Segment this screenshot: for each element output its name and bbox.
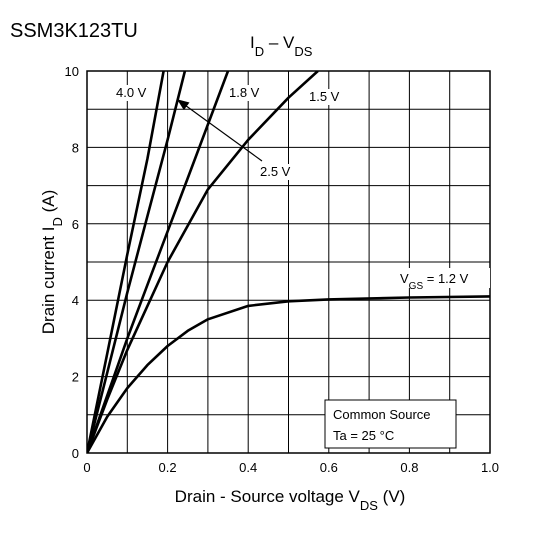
plot-frame <box>86 70 491 454</box>
label-part: (A) <box>39 190 58 217</box>
y-tick-label: 2 <box>72 370 79 385</box>
note: Ta = 25 °C <box>333 428 394 443</box>
series-label: 1.5 V <box>309 89 340 104</box>
x-tick-label: 0 <box>83 460 90 475</box>
x-tick-label: 0.6 <box>320 460 338 475</box>
curve <box>87 71 165 453</box>
x-axis-label: Drain - Source voltage VDS (V) <box>175 487 406 513</box>
x-tick-label: 1.0 <box>481 460 499 475</box>
note: Common Source <box>333 407 431 422</box>
label-part: V <box>400 271 409 286</box>
grid <box>86 70 491 454</box>
x-tick-label: 0.8 <box>400 460 418 475</box>
label-part: I <box>250 33 255 52</box>
curve <box>87 71 319 453</box>
label-bg <box>307 89 347 105</box>
chart-subtitle: ID – VDS <box>250 33 313 59</box>
y-tick-label: 0 <box>72 446 79 461</box>
y-tick-label: 10 <box>65 64 79 79</box>
label-bg <box>398 268 490 288</box>
subscript: DS <box>360 498 378 513</box>
y-tick-label: 4 <box>72 293 79 308</box>
series-label: 1.8 V <box>229 85 260 100</box>
subscript: DS <box>294 44 312 59</box>
series-label: 4.0 V <box>116 85 147 100</box>
subscript: D <box>255 44 264 59</box>
label-part: – V <box>264 33 295 52</box>
label-part: Drain - Source voltage V <box>175 487 361 506</box>
subscript: GS <box>409 281 424 292</box>
label-bg <box>227 85 267 101</box>
subscript: D <box>50 217 65 226</box>
arrow <box>177 99 263 162</box>
label-bg <box>114 85 154 101</box>
chart-title: SSM3K123TU <box>10 20 138 42</box>
label-bg <box>258 164 298 180</box>
x-tick-label: 0.4 <box>239 460 257 475</box>
x-tick-label: 0.2 <box>159 460 177 475</box>
y-axis-label: Drain current ID (A) <box>39 190 65 334</box>
label-part: Drain current I <box>39 227 58 335</box>
curve <box>87 295 490 453</box>
curve <box>87 71 230 453</box>
series-label: VGS = 1.2 V <box>400 271 469 292</box>
label-part: (V) <box>378 487 405 506</box>
label-part: = <box>423 271 438 286</box>
curves <box>87 71 490 453</box>
label-part: 1.2 V <box>438 271 469 286</box>
curve <box>87 71 187 453</box>
series-label: 2.5 V <box>260 164 291 179</box>
y-tick-label: 8 <box>72 140 79 155</box>
note-box <box>324 399 457 449</box>
y-tick-label: 6 <box>72 217 79 232</box>
